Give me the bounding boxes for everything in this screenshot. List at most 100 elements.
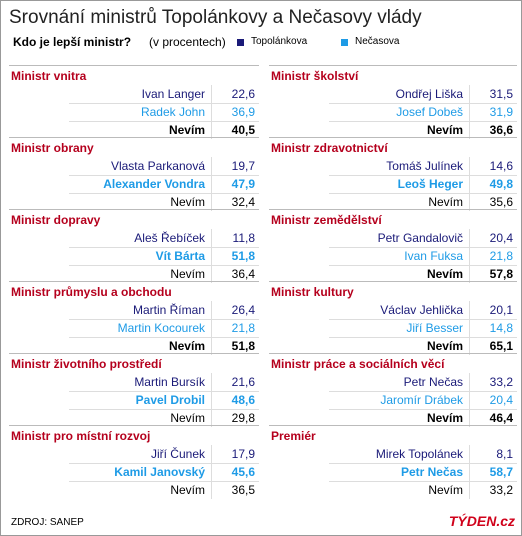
row-divider: [329, 265, 517, 266]
percentage: 36,6: [489, 123, 513, 137]
percentage: 22,6: [231, 87, 255, 101]
person-name: Nevím: [426, 267, 463, 281]
percentage: 51,8: [231, 339, 255, 353]
percentage: 36,4: [231, 267, 255, 281]
person-name: Tomáš Julínek: [386, 159, 463, 173]
column-divider: [469, 445, 470, 499]
row-divider: [329, 481, 517, 482]
subtitle-note: (v procentech): [149, 35, 226, 49]
person-name: Ivan Langer: [141, 87, 205, 101]
legend-label: Topolánkova: [251, 36, 308, 47]
percentage: 20,4: [489, 393, 513, 407]
row-divider: [329, 103, 517, 104]
section-divider: [9, 353, 259, 354]
row-divider: [69, 121, 259, 122]
row-divider: [69, 409, 259, 410]
percentage: 32,4: [231, 195, 255, 209]
person-name: Nevím: [170, 483, 205, 497]
section-title: Ministr obrany: [11, 141, 94, 155]
person-name: Ivan Fuksa: [404, 249, 463, 263]
percentage: 31,5: [489, 87, 513, 101]
section-title: Ministr zemědělství: [271, 213, 382, 227]
section-title: Ministr průmyslu a obchodu: [11, 285, 172, 299]
section-divider: [9, 65, 259, 66]
percentage: 17,9: [231, 447, 255, 461]
percentage: 14,6: [489, 159, 513, 173]
row-divider: [329, 247, 517, 248]
percentage: 19,7: [231, 159, 255, 173]
percentage: 46,4: [489, 411, 513, 425]
column-divider: [469, 157, 470, 211]
person-name: Nevím: [170, 411, 205, 425]
row-divider: [329, 319, 517, 320]
column-divider: [211, 157, 212, 211]
percentage: 40,5: [231, 123, 255, 137]
person-name: Radek John: [140, 105, 205, 119]
percentage: 65,1: [489, 339, 513, 353]
percentage: 36,5: [231, 483, 255, 497]
row-divider: [329, 391, 517, 392]
column-divider: [211, 373, 212, 427]
row-divider: [329, 409, 517, 410]
section-title: Ministr práce a sociálních věcí: [271, 357, 445, 371]
percentage: 21,8: [489, 249, 513, 263]
section-title: Ministr vnitra: [11, 69, 87, 83]
row-divider: [69, 193, 259, 194]
row-divider: [69, 463, 259, 464]
percentage: 20,4: [489, 231, 513, 245]
section-title: Ministr kultury: [271, 285, 354, 299]
section-divider: [9, 425, 259, 426]
person-name: Václav Jehlička: [380, 303, 463, 317]
column-divider: [211, 85, 212, 139]
person-name: Kamil Janovský: [114, 465, 205, 479]
person-name: Nevím: [168, 123, 205, 137]
percentage: 45,6: [231, 465, 255, 479]
section-title: Ministr pro místní rozvoj: [11, 429, 151, 443]
person-name: Vlasta Parkanová: [110, 159, 205, 173]
percentage: 49,8: [489, 177, 513, 191]
section-title: Ministr zdravotnictví: [271, 141, 388, 155]
column-divider: [469, 301, 470, 355]
row-divider: [69, 247, 259, 248]
person-name: Alexander Vondra: [103, 177, 205, 191]
person-name: Nevím: [426, 123, 463, 137]
section-divider: [269, 353, 517, 354]
person-name: Mirek Topolánek: [375, 447, 463, 461]
legend-swatch: [237, 39, 244, 46]
row-divider: [329, 175, 517, 176]
percentage: 47,9: [231, 177, 255, 191]
section-divider: [269, 425, 517, 426]
percentage: 33,2: [489, 483, 513, 497]
person-name: Nevím: [170, 267, 205, 281]
title: Srovnání ministrů Topolánkovy a Nečasovy…: [9, 7, 422, 28]
percentage: 21,8: [231, 321, 255, 335]
column-divider: [211, 301, 212, 355]
row-divider: [329, 337, 517, 338]
section-title: Ministr životního prostředí: [11, 357, 162, 371]
row-divider: [69, 337, 259, 338]
person-name: Nevím: [426, 411, 463, 425]
percentage: 8,1: [496, 447, 513, 461]
percentage: 48,6: [231, 393, 255, 407]
source: ZDROJ: SANEP: [11, 517, 84, 528]
percentage: 51,8: [231, 249, 255, 263]
section-divider: [269, 65, 517, 66]
person-name: Pavel Drobil: [135, 393, 205, 407]
row-divider: [69, 103, 259, 104]
subtitle: Kdo je lepší ministr?: [13, 35, 132, 49]
percentage: 31,9: [489, 105, 513, 119]
person-name: Ondřej Liška: [395, 87, 463, 101]
percentage: 29,8: [231, 411, 255, 425]
row-divider: [69, 481, 259, 482]
row-divider: [69, 319, 259, 320]
person-name: Petr Nečas: [400, 465, 463, 479]
person-name: Josef Dobeš: [396, 105, 463, 119]
section-divider: [9, 137, 259, 138]
person-name: Petr Nečas: [403, 375, 463, 389]
person-name: Jiří Besser: [406, 321, 463, 335]
person-name: Nevím: [168, 339, 205, 353]
column-divider: [469, 229, 470, 283]
percentage: 14,8: [489, 321, 513, 335]
person-name: Martin Říman: [132, 303, 205, 317]
